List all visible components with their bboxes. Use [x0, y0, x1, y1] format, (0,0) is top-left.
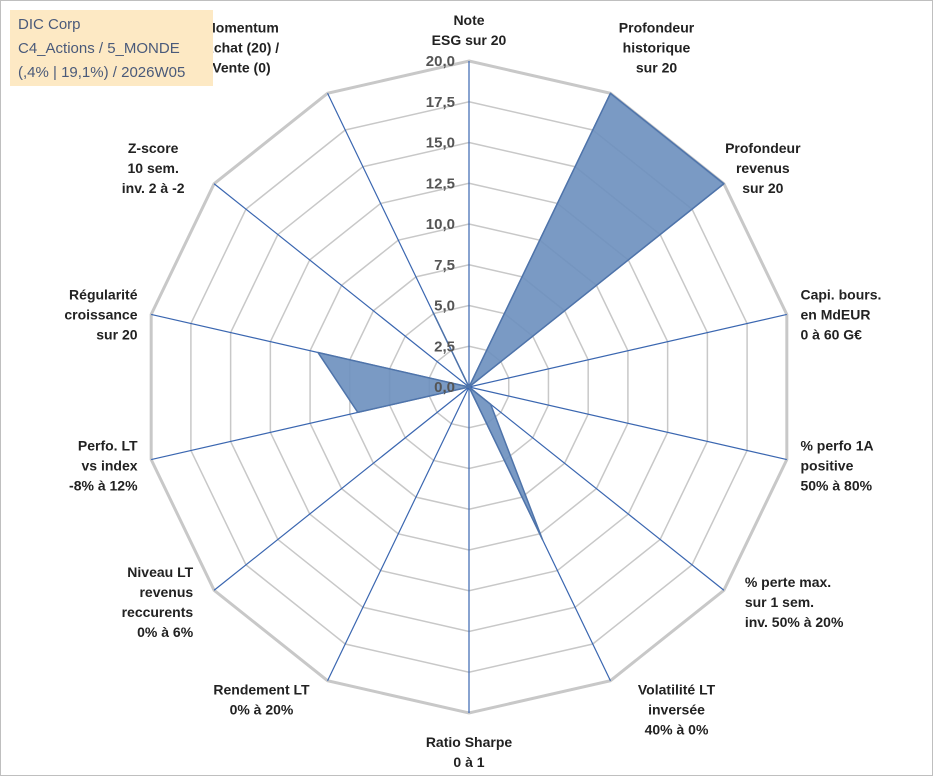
- axis-spoke: [214, 184, 469, 387]
- axis-label: historique: [623, 40, 691, 56]
- axis-label: sur 20: [96, 326, 137, 342]
- axis-label: 0 à 1: [453, 754, 484, 770]
- axis-label-group: Perfo. LT vs index -8% à 12%: [69, 438, 138, 494]
- axis-label: inv. 50% à 20%: [745, 614, 844, 630]
- axis-label: sur 1 sem.: [745, 594, 814, 610]
- axis-label: sur 20: [742, 180, 783, 196]
- series-layer: [318, 93, 724, 540]
- axis-label: Capi. bours.: [800, 286, 881, 302]
- axis-spoke: [328, 387, 469, 681]
- axis-label: Note: [453, 12, 484, 28]
- axis-label: Profondeur: [619, 20, 695, 36]
- r-tick-label: 15,0: [426, 135, 455, 152]
- axis-label: inv. 2 à -2: [122, 180, 185, 196]
- axis-label: 0% à 6%: [137, 624, 194, 640]
- r-tick-label: 0,0: [434, 379, 455, 396]
- r-tick-label: 2,5: [434, 338, 455, 355]
- axis-spoke: [214, 387, 469, 590]
- axis-label: Z-score: [128, 140, 179, 156]
- info-stats: (,4% | 19,1%) / 2026W05: [18, 61, 205, 85]
- axis-label: Perfo. LT: [78, 438, 138, 454]
- axis-label: % perfo 1A: [800, 438, 873, 454]
- axis-label: positive: [800, 458, 853, 474]
- info-box: DIC Corp C4_Actions / 5_MONDE (,4% | 19,…: [10, 10, 213, 86]
- axis-label: vs index: [81, 458, 137, 474]
- axis-label: Achat (20) /: [204, 40, 280, 56]
- axis-label: revenus: [139, 584, 193, 600]
- axis-label: % perte max.: [745, 574, 831, 590]
- axis-label: 50% à 80%: [800, 478, 872, 494]
- axis-label: Ratio Sharpe: [426, 734, 513, 750]
- axis-label: en MdEUR: [800, 306, 870, 322]
- axis-label-group: Profondeur historique sur 20: [619, 20, 695, 76]
- axis-label-group: Note ESG sur 20: [432, 12, 507, 48]
- r-tick-label: 20,0: [426, 53, 455, 70]
- axis-label: Vente (0): [212, 60, 270, 76]
- r-tick-label: 10,0: [426, 216, 455, 233]
- axis-label: Régularité: [69, 286, 138, 302]
- axis-label-group: Capi. bours. en MdEUR 0 à 60 G€: [800, 286, 881, 342]
- tick-layer: 0,0 2,5 5,0 7,5 10,0 12,5 15,0 17,5 20,0: [426, 53, 455, 396]
- axis-label: 40% à 0%: [645, 721, 709, 737]
- axis-label-group: Momentum Achat (20) / Vente (0): [204, 20, 280, 76]
- axis-label-group: Rendement LT 0% à 20%: [213, 681, 310, 717]
- axis-label: reccurents: [122, 604, 194, 620]
- r-tick-label: 5,0: [434, 298, 455, 315]
- axis-label-group: % perte max. sur 1 sem. inv. 50% à 20%: [745, 574, 844, 630]
- info-category: C4_Actions / 5_MONDE: [18, 37, 205, 61]
- axis-label: 0 à 60 G€: [800, 326, 862, 342]
- axis-label-group: Profondeur revenus sur 20: [725, 140, 801, 196]
- axis-label: ESG sur 20: [432, 32, 507, 48]
- axis-label-group: Niveau LT revenus reccurents 0% à 6%: [122, 564, 194, 640]
- axis-label: Rendement LT: [213, 681, 310, 697]
- axis-label: Niveau LT: [127, 564, 193, 580]
- axis-label: Momentum: [204, 20, 279, 36]
- axis-label: Profondeur: [725, 140, 801, 156]
- r-tick-label: 12,5: [426, 175, 455, 192]
- axis-label: croissance: [64, 306, 137, 322]
- axis-label-group: Volatilité LT inversée 40% à 0%: [638, 681, 716, 737]
- data-series-area: [318, 93, 724, 539]
- axis-label: revenus: [736, 160, 790, 176]
- axis-label-group: Z-score 10 sem. inv. 2 à -2: [122, 140, 185, 196]
- r-tick-label: 7,5: [434, 257, 455, 274]
- info-company: DIC Corp: [18, 13, 205, 37]
- axis-spoke: [469, 387, 724, 590]
- axis-label: Volatilité LT: [638, 681, 716, 697]
- axis-label: 10 sem.: [127, 160, 178, 176]
- axis-label: sur 20: [636, 60, 677, 76]
- axis-label: inversée: [648, 701, 705, 717]
- axis-label-group: Ratio Sharpe 0 à 1: [426, 734, 513, 770]
- r-tick-label: 17,5: [426, 94, 455, 111]
- axis-label: -8% à 12%: [69, 478, 138, 494]
- axis-label: 0% à 20%: [230, 701, 294, 717]
- axis-label-group: Régularité croissance sur 20: [64, 286, 137, 342]
- axis-label-group: % perfo 1A positive 50% à 80%: [800, 438, 873, 494]
